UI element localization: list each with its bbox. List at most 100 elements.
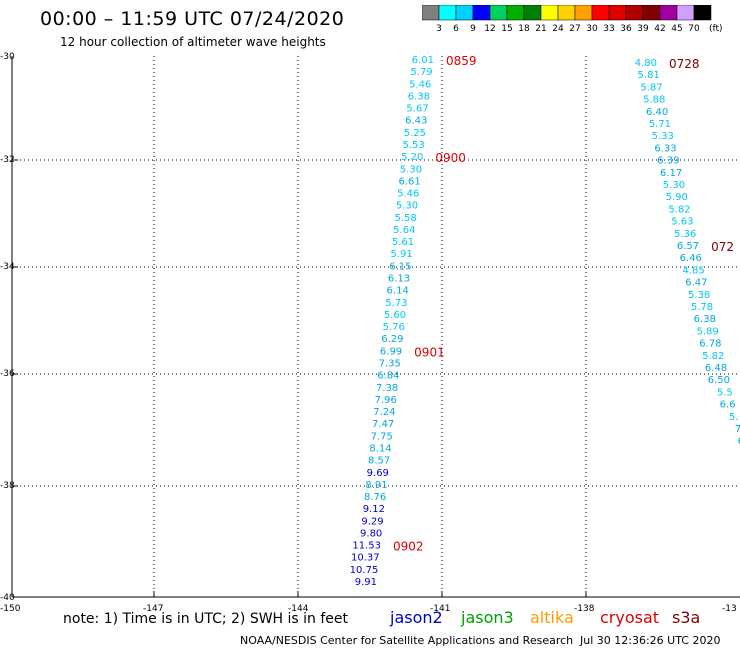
wave-height-value: 7.96 [375,395,397,406]
wave-height-value: 5.91 [391,249,413,260]
track-time-label: 0900 [435,151,466,165]
lon-label-150: -150 [0,604,21,614]
wave-height-value: 5.88 [643,95,665,106]
wave-height-value: 6.46 [680,253,702,264]
mission-altika: altika [530,608,574,627]
lon-label-141: -141 [430,604,451,614]
wave-height-value: 8.14 [369,443,391,454]
wave-height-value: 10.37 [351,553,380,564]
colorbar-label: 21 [535,24,546,34]
wave-height-value: 6.13 [388,274,410,285]
wave-height-value: 11.53 [352,541,381,552]
colorbar-label: 12 [484,24,495,34]
colorbar-label: 15 [501,24,512,34]
wave-height-value: 7.38 [376,383,398,394]
wave-height-value: 5.58 [395,213,417,224]
wave-height-value: 6.39 [657,156,679,167]
wave-height-value: 6.33 [654,143,676,154]
wave-height-value: 9.91 [355,577,377,588]
colorbar-label: 36 [620,24,632,34]
wave-height-value: 5.30 [663,180,685,191]
wave-height-value: 6.43 [405,116,427,127]
mission-cryosat: cryosat [600,608,660,627]
wave-height-value: 6.40 [646,107,668,118]
colorbar-label: 42 [654,24,665,34]
map-subtitle: 12 hour collection of altimeter wave hei… [60,35,326,49]
wave-height-value: 5.46 [397,189,419,200]
wave-height-value: 4.85 [682,265,704,276]
wave-height-value: 5.60 [384,310,406,321]
wave-height-value: 7.47 [372,419,394,430]
wave-height-value: 5.20 [401,152,423,163]
wave-height-value: 6 [738,436,740,447]
wave-height-value: 5.25 [404,128,426,139]
wave-height-value: 5.87 [640,82,662,93]
colorbar-label: 33 [603,24,614,34]
wave-height-value: 5.46 [409,79,431,90]
credit-text: NOAA/NESDIS Center for Satellite Applica… [240,634,574,647]
track-time-label: 0859 [446,54,477,68]
wave-height-value: 10.75 [350,565,379,576]
wave-height-value: 5.33 [652,131,674,142]
wave-height-value: 6.50 [708,375,730,386]
wave-height-value: 6.29 [381,334,403,345]
wave-height-value: 9.29 [361,516,383,527]
wave-height-value: 5.36 [674,229,696,240]
wave-height-value: 5.73 [385,298,407,309]
footer-note: note: 1) Time is in UTC; 2) SWH is in fe… [63,611,349,627]
wave-height-value: 6.48 [705,363,727,374]
wave-height-value: 5.30 [396,201,418,212]
wave-height-value: 7.35 [379,359,401,370]
wave-height-value: 7 [735,424,740,435]
wave-height-value: 9.12 [363,504,385,515]
wave-height-value: 9.69 [367,468,389,479]
wave-height-value: 6.38 [694,314,716,325]
wave-height-value: 5.82 [668,204,690,215]
colorbar-label: 27 [569,24,580,34]
track-time-label: 0728 [669,57,700,71]
wave-height-value: 5.82 [702,351,724,362]
mission-s3a: s3a [672,608,701,627]
wave-height-value: 6.99 [380,346,402,357]
colorbar-label: 6 [453,24,459,34]
wave-height-value: 5.71 [649,119,671,130]
wave-height-value: 6.57 [677,241,699,252]
wave-height-value: 9.80 [360,528,382,539]
track-time-label: 0901 [414,345,445,359]
wave-height-value: 5.76 [383,322,405,333]
colorbar-label: 3 [436,24,442,34]
wave-height-value: 6.78 [699,339,721,350]
wave-height-value: 7.24 [373,407,395,418]
wave-height-value: 5.78 [691,302,713,313]
mission-jason3: jason3 [461,608,514,627]
lat-label-38: -38 [0,481,15,491]
wave-height-value: 5.38 [688,290,710,301]
wave-height-value: 4.80 [635,58,657,69]
map-title: 00:00 – 11:59 UTC 07/24/2020 [40,8,345,30]
lat-label-40: -40 [0,593,15,603]
wave-height-value: 6.15 [389,261,411,272]
colorbar-label: 30 [586,24,598,34]
track-time-label: 0902 [393,540,424,554]
colorbar-swatch [693,5,712,21]
wave-height-value: 8.57 [368,456,390,467]
wave-height-value: 5.63 [671,217,693,228]
wave-height-value: 7.75 [371,431,393,442]
wave-height-value: 5.53 [402,140,424,151]
wave-height-value: 6.61 [398,176,420,187]
color-legend: 3 6 9 12 15 18 21 24 27 30 33 36 39 42 45 70 (ft) [422,5,723,34]
wave-height-value: 5.67 [406,104,428,115]
wave-height-value: 5.5 [717,387,733,398]
wave-height-value: 6.01 [412,55,434,66]
lat-label-30: -30 [0,52,15,62]
wave-height-value: 5.79 [410,67,432,78]
lon-label-147: -147 [143,604,164,614]
wave-height-value: 5.81 [638,70,660,81]
wave-height-value: 6.38 [408,91,430,102]
lon-label-144: -144 [288,604,309,614]
colorbar-unit: (ft) [709,24,723,34]
wave-height-value: 5.90 [666,192,688,203]
lat-label-36: -36 [0,369,15,379]
wave-height-value: 6.47 [685,278,707,289]
wave-height-value: 5. [729,412,739,423]
